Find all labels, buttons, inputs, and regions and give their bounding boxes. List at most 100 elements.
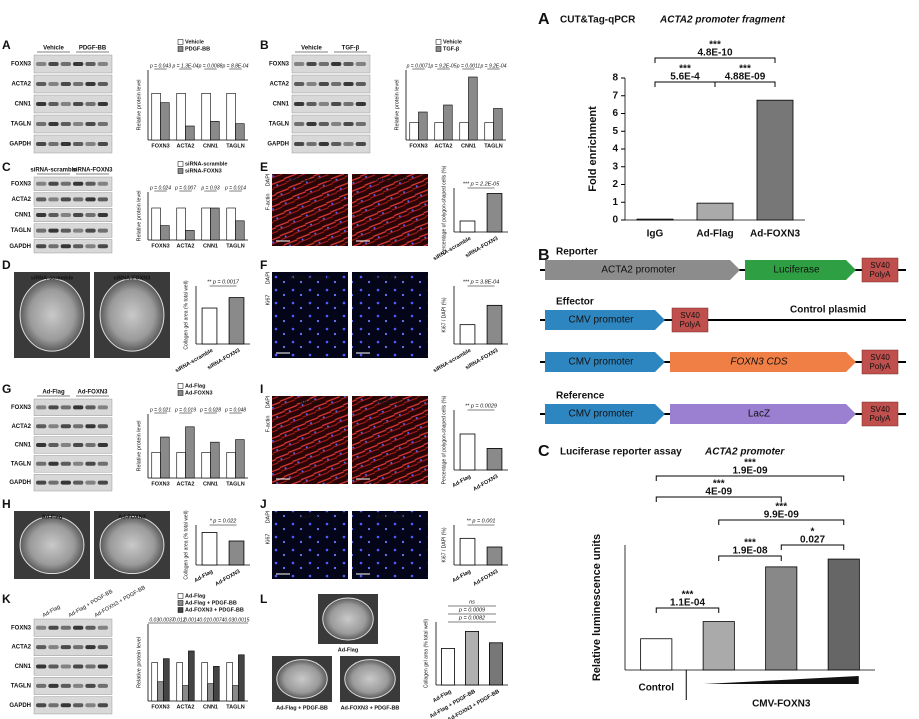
image-title: Ad-Flag	[42, 514, 62, 520]
legend-label: siRNA-scramble	[185, 161, 228, 167]
annotation: ** p = 0.0029	[465, 403, 497, 409]
x-tick-label: FOXN3	[151, 243, 169, 249]
bar	[210, 121, 220, 141]
band	[306, 122, 317, 126]
band	[48, 197, 59, 202]
panel-label: F	[260, 258, 267, 272]
x-tick-label: ACTA2	[177, 704, 195, 710]
stain-label: F-actin	[265, 194, 271, 211]
legend-label: Ad-FOXN3 + PDGF-BB	[185, 607, 244, 613]
band	[85, 142, 96, 146]
image-title: Ad-Flag	[300, 399, 320, 405]
annotation: 0.0074	[209, 617, 225, 623]
x-tick-label: CNN1	[203, 704, 218, 710]
bar	[232, 685, 239, 702]
band	[60, 625, 71, 630]
bar	[201, 207, 211, 241]
x-tick-label: TAGLN	[226, 704, 245, 710]
band	[48, 102, 59, 106]
blot	[291, 114, 371, 134]
gel-well	[322, 597, 374, 641]
band	[85, 213, 96, 217]
legend-label: Vehicle	[443, 39, 462, 45]
band	[73, 213, 84, 217]
band	[306, 82, 317, 86]
significance-stars: ***	[775, 502, 787, 513]
image-title: Ad-FOXN3	[376, 514, 404, 520]
band	[85, 461, 96, 466]
x-tick-label: TAGLN	[226, 243, 245, 249]
y-tick-label: 6	[612, 108, 618, 119]
bar	[238, 654, 245, 702]
y-tick-label: 4	[612, 144, 618, 155]
legend-label: Ad-Flag + PDGF-BB	[185, 600, 237, 606]
y-axis-label: Relative protein level	[136, 79, 142, 130]
bar	[484, 122, 494, 141]
blot-row-label: GAPDH	[9, 703, 31, 709]
annotation: 0.03	[224, 617, 234, 623]
band	[60, 443, 71, 447]
blot-row-label: ACTA2	[11, 82, 31, 88]
image-title: Ad-FOXN3	[118, 514, 146, 520]
gel-well	[19, 515, 85, 575]
significance-stars: *	[811, 527, 815, 538]
annotation: p = 0.048	[224, 407, 246, 413]
band	[97, 424, 108, 429]
blot-row-label: CNN1	[273, 102, 290, 108]
x-tick-label: Ad-Flag	[696, 229, 733, 240]
bar	[488, 642, 503, 686]
band	[294, 142, 305, 146]
stain-label: Ki67	[265, 533, 271, 544]
stain-label: DAPI	[265, 173, 271, 186]
band	[48, 424, 59, 429]
band	[355, 142, 366, 146]
band	[318, 122, 329, 126]
annotation: p = 0.019	[174, 407, 196, 413]
construct-arrow	[545, 260, 740, 280]
annotation: p = 9.2E-04	[480, 63, 507, 69]
band	[73, 664, 84, 669]
x-tick-label: ACTA2	[177, 481, 195, 487]
band	[97, 244, 108, 249]
legend-swatch	[177, 600, 184, 606]
blot-row-label: FOXN3	[11, 625, 32, 631]
bracket	[655, 475, 845, 481]
construct-part: CMV promoter	[568, 409, 634, 420]
band	[85, 197, 96, 202]
panel-label: C	[2, 160, 11, 174]
y-axis-label: Collagen gel area (% total well)	[183, 280, 189, 350]
y-axis-label: Relative protein level	[136, 420, 142, 471]
bracket	[718, 519, 845, 525]
annotation: 0.0037	[159, 617, 175, 623]
blot-row-label: ACTA2	[11, 645, 31, 651]
blot	[33, 677, 113, 695]
band	[294, 102, 305, 106]
micrograph	[352, 511, 428, 579]
band	[60, 480, 71, 485]
band	[60, 683, 71, 688]
bar	[493, 108, 503, 141]
p-value: 5.6E-4	[670, 72, 700, 83]
band	[85, 62, 96, 66]
band	[48, 405, 59, 410]
construct-part: ACTA2 promoter	[601, 265, 676, 276]
band	[36, 683, 47, 688]
band	[36, 213, 47, 217]
bar	[201, 307, 218, 345]
bar	[459, 537, 476, 566]
x-tick-label: Ad-Flag	[193, 569, 214, 584]
x-tick-label: CNN1	[461, 143, 476, 149]
micrograph	[272, 174, 348, 246]
band	[97, 62, 108, 66]
annotation: p = 0.021	[149, 407, 171, 413]
micrograph	[352, 396, 428, 484]
bracket	[780, 544, 845, 550]
band	[36, 461, 47, 466]
band	[73, 102, 84, 106]
band	[85, 645, 96, 650]
y-axis-label: Relative luminescence units	[591, 534, 603, 681]
band	[48, 142, 59, 146]
band	[97, 213, 108, 217]
blot-row-label: CNN1	[15, 213, 32, 219]
significance-stars: ***	[744, 538, 756, 549]
